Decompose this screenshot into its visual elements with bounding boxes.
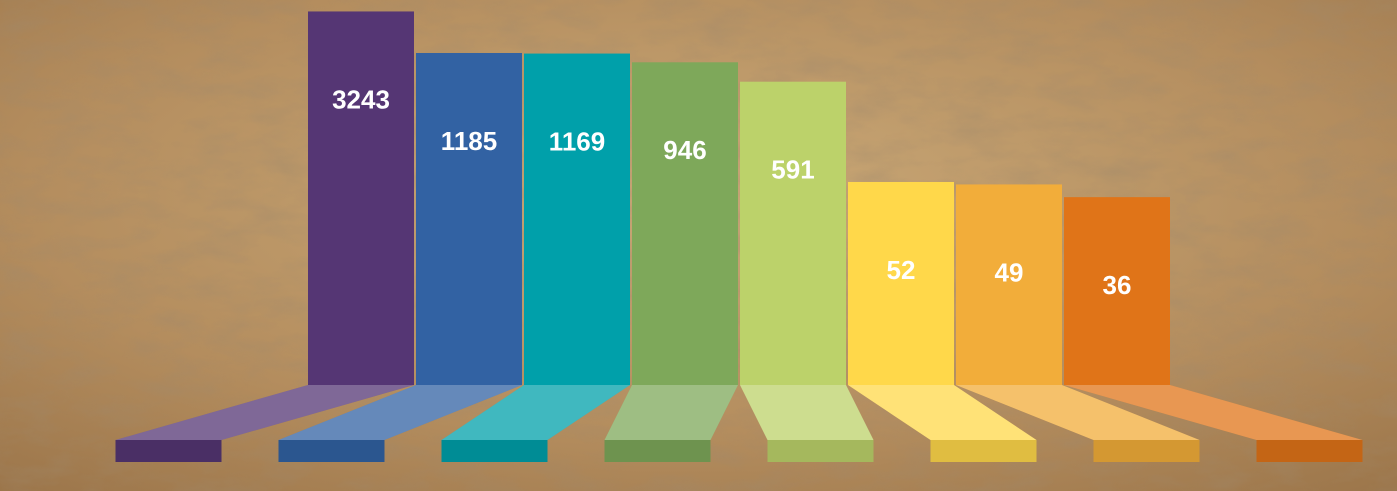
bar-floor-shade [604,385,738,440]
bar-floor [1064,385,1363,440]
value-label: 3243 [332,84,390,114]
bar-floor [956,385,1200,440]
bar-floor-edge-shade [441,440,548,462]
bar-floor-shade [848,385,1037,440]
bar [632,62,738,385]
bar-floor-edge [767,440,874,462]
bar [416,52,522,385]
bar-floor [278,385,522,440]
bar [1064,197,1170,385]
bar-floor-shade [740,385,874,440]
bar-floor-edge [1256,440,1363,462]
bar [740,81,846,385]
value-label: 591 [771,155,814,185]
bar-floor-edge-shade [930,440,1037,462]
bar-floor-edge [115,440,222,462]
bar [308,11,414,385]
value-label: 1185 [441,126,497,156]
bar-floor-shade [1064,385,1363,440]
bar-floor [740,385,874,440]
value-label: 52 [887,255,916,285]
bar-floor-edge [278,440,385,462]
bar [524,53,630,386]
bar [956,184,1062,385]
bar-floor [115,385,414,440]
bar-floor-edge-shade [604,440,711,462]
value-label: 946 [663,135,706,165]
bar-floor-edge [1093,440,1200,462]
bar-floor-edge-shade [1256,440,1363,462]
bar-floor-edge-shade [115,440,222,462]
bar-floor-shade [115,385,414,440]
bar-floor-edge-shade [278,440,385,462]
bar [848,181,954,385]
bar-floor-edge [930,440,1037,462]
bar-floor-shade [441,385,630,440]
bar-floor-edge-shade [767,440,874,462]
bar-floor [848,385,1037,440]
bar-floor-edge [604,440,711,462]
bar-floor-shade [278,385,522,440]
bar-floor-edge-shade [1093,440,1200,462]
bar-floor-shade [956,385,1200,440]
value-label: 1169 [549,126,605,156]
bar-floor [441,385,630,440]
value-label: 36 [1103,270,1132,300]
bar-floor-edge [441,440,548,462]
value-label: 49 [995,257,1024,287]
bar-floor [604,385,738,440]
